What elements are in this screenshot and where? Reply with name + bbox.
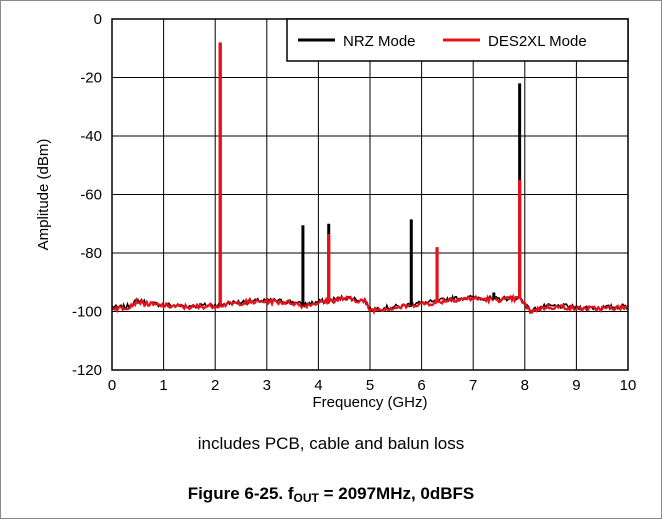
- caption-prefix: Figure 6-25. f: [187, 484, 294, 503]
- traces: [111, 42, 629, 315]
- trace-floor-des2xl: [111, 293, 629, 315]
- x-tick-label: 4: [314, 377, 322, 394]
- x-tick-label: 2: [211, 377, 219, 394]
- measurement-note: includes PCB, cable and balun loss: [197, 434, 465, 453]
- x-tick-label: 7: [469, 377, 477, 394]
- y-axis-label: Amplitude (dBm): [35, 139, 52, 251]
- y-tick-label: -20: [80, 70, 102, 87]
- grid: [112, 19, 628, 370]
- legend-label-nrz: NRZ Mode: [343, 33, 416, 50]
- x-axis-label: Frequency (GHz): [312, 394, 427, 411]
- x-tick-label: 6: [417, 377, 425, 394]
- x-tick-label: 10: [620, 377, 637, 394]
- x-tick-label: 8: [521, 377, 529, 394]
- legend: NRZ Mode DES2XL Mode: [286, 18, 629, 62]
- y-tick-label: -120: [72, 362, 102, 379]
- caption-subscript: OUT: [293, 491, 319, 505]
- figure-caption: Figure 6-25. fOUT = 2097MHz, 0dBFS: [0, 484, 662, 505]
- y-tick-label: -40: [80, 128, 102, 145]
- x-tick-label: 1: [159, 377, 167, 394]
- x-tick-labels: 0 1 2 3 4 5 6 7 8 9 10: [108, 377, 637, 394]
- caption-suffix: = 2097MHz, 0dBFS: [318, 484, 475, 503]
- y-tick-labels: 0 -20 -40 -60 -80 -100 -120: [72, 11, 102, 379]
- y-tick-label: 0: [94, 11, 102, 28]
- legend-label-des2xl: DES2XL Mode: [488, 33, 587, 50]
- x-tick-label: 9: [572, 377, 580, 394]
- x-tick-label: 3: [263, 377, 271, 394]
- y-tick-label: -80: [80, 245, 102, 262]
- y-tick-label: -60: [80, 187, 102, 204]
- x-tick-label: 0: [108, 377, 116, 394]
- y-tick-label: -100: [72, 304, 102, 321]
- x-tick-label: 5: [366, 377, 374, 394]
